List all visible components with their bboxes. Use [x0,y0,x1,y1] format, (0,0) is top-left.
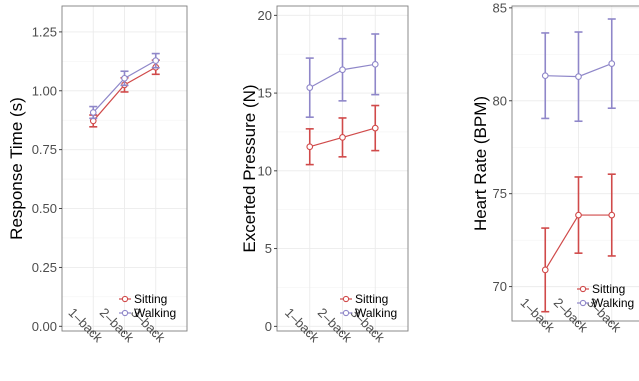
legend-label-sitting: Sitting [592,282,625,296]
panel-border [511,5,639,322]
data-point [541,266,549,274]
y-tick-label: 0.75 [32,142,57,157]
data-point [89,109,97,116]
y-tick-label: 80 [493,93,507,108]
data-point [152,57,160,64]
y-axis-title: Heart Rate (BPM) [471,96,490,231]
y-axis-title: Response Time (s) [7,97,26,240]
y-tick-label: 20 [258,8,272,23]
series-walking [305,33,380,118]
chart-panel-response-time: 0.000.250.500.751.001.251–back2–back3–ba… [7,5,188,345]
legend-key-point [121,309,129,317]
y-tick-label: 0 [265,319,272,334]
data-point [371,60,379,68]
y-tick-label: 0.25 [32,260,57,275]
legend-label-walking: Walking [592,296,634,310]
data-point [541,72,549,80]
legend-label-walking: Walking [355,306,397,320]
y-tick-label: 0.50 [32,201,57,216]
y-tick-label: 85 [493,0,507,15]
data-point [575,73,582,80]
series-walking [89,52,160,120]
x-tick-label: 2–back [315,305,356,346]
series-sitting [305,104,380,166]
data-point [121,74,128,82]
legend-key-point [342,295,350,303]
data-point [339,134,346,141]
y-tick-label: 0.00 [32,319,57,334]
data-point [306,143,314,151]
legend-label-sitting: Sitting [355,292,388,306]
x-tick-label: 1–back [517,295,558,336]
data-point [339,66,346,74]
y-tick-label: 5 [265,241,272,256]
y-tick-label: 1.25 [32,24,57,39]
data-point [306,84,314,91]
series-walking [541,18,616,123]
data-point [371,124,379,132]
series-sitting [541,173,616,313]
legend-key-point [342,309,350,317]
legend-key-point [579,299,587,307]
y-tick-label: 1.00 [32,83,57,98]
y-tick-label: 70 [493,279,507,294]
legend-key-point [121,295,129,303]
legend-label-sitting: Sitting [134,292,167,306]
y-tick-label: 10 [258,163,272,178]
legend-key-point [579,285,587,293]
legend-label-walking: Walking [134,306,176,320]
data-point [608,60,616,67]
y-tick-label: 15 [258,86,272,101]
y-tick-label: 75 [493,186,507,201]
x-tick-label: 1–back [282,305,323,346]
data-point [575,211,582,219]
y-axis-title: Excerted Pressure (N) [240,84,259,252]
data-point [608,211,616,219]
